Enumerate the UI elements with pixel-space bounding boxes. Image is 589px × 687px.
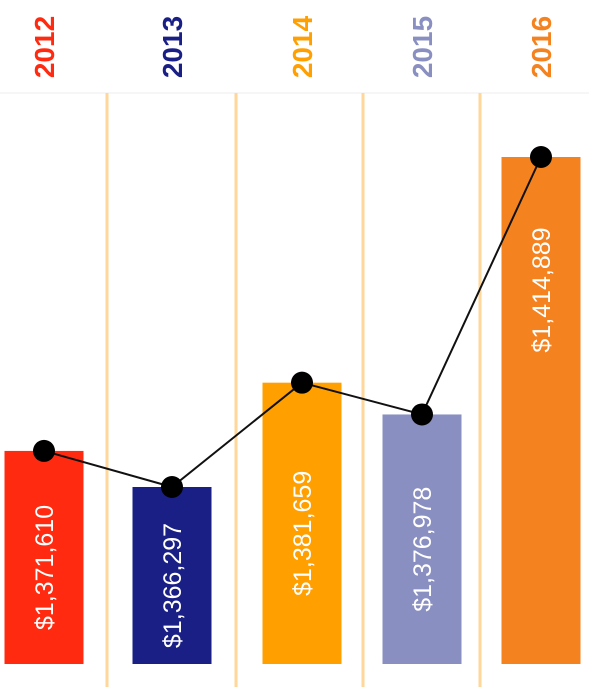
trend-point-2013: [161, 476, 183, 498]
value-label-2016: $1,414,889: [528, 227, 556, 352]
bar-2015: [382, 414, 462, 664]
trend-point-2015: [411, 403, 433, 426]
year-label-2015: 2015: [407, 16, 438, 78]
bars: [4, 157, 581, 664]
year-label-2016: 2016: [526, 16, 557, 78]
year-label-2012: 2012: [29, 16, 60, 78]
trend-point-2012: [33, 439, 55, 462]
value-label-2013: $1,366,297: [159, 523, 187, 648]
bar-2012: [4, 450, 84, 664]
bar-2013: [132, 487, 212, 664]
year-labels: 2012 2013 2014 2015 2016: [29, 15, 557, 78]
column-dividers: [105, 93, 482, 687]
bar-2016: [501, 157, 581, 664]
year-label-2014: 2014: [287, 15, 318, 78]
trend-point-2016: [530, 146, 552, 168]
trend-points: [33, 146, 552, 498]
value-labels: $1,371,610 $1,366,297 $1,381,659 $1,376,978…: [31, 227, 556, 648]
year-label-2013: 2013: [157, 16, 188, 78]
bar-2014: [262, 382, 342, 664]
trend-point-2014: [291, 371, 313, 394]
value-label-2014: $1,381,659: [289, 471, 317, 596]
value-label-2012: $1,371,610: [31, 505, 59, 630]
value-label-2015: $1,376,978: [409, 487, 437, 612]
